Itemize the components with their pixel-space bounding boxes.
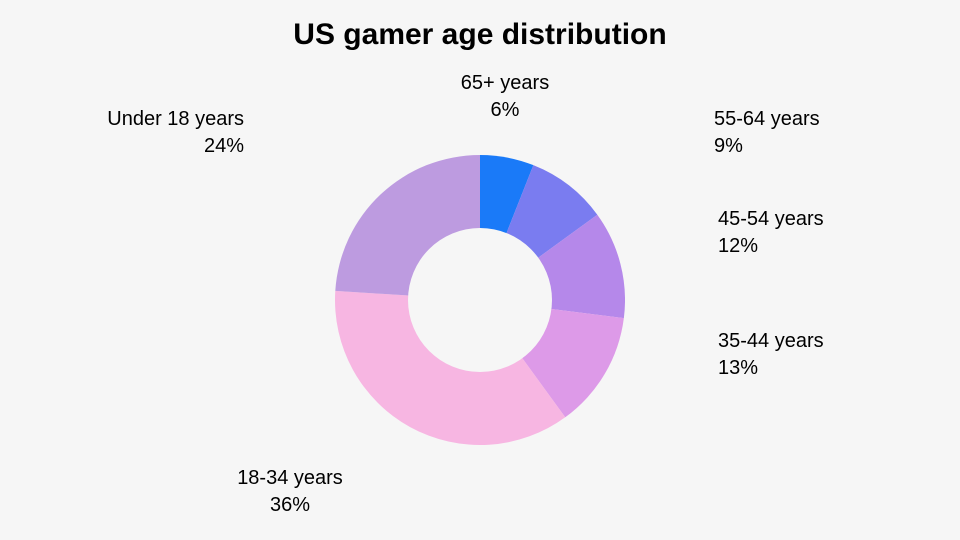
slice-label-0: 65+ years6% — [461, 70, 549, 124]
chart-page: US gamer age distribution 65+ years6% 55-… — [0, 0, 960, 540]
slice-label-1: 55-64 years9% — [714, 106, 820, 160]
slice-label-name: Under 18 years — [0, 106, 244, 133]
slice-label-5: Under 18 years24% — [0, 106, 244, 160]
slice-label-name: 65+ years — [461, 70, 549, 97]
slice-label-percent: 36% — [237, 492, 343, 519]
slice-label-name: 55-64 years — [714, 106, 820, 133]
slice-label-2: 45-54 years12% — [718, 206, 824, 260]
slice-label-name: 45-54 years — [718, 206, 824, 233]
slice-label-name: 35-44 years — [718, 328, 824, 355]
slice-label-3: 35-44 years13% — [718, 328, 824, 382]
slice-label-percent: 13% — [718, 355, 824, 382]
slice-label-percent: 6% — [461, 97, 549, 124]
donut-chart — [335, 155, 625, 445]
donut-svg — [335, 155, 625, 445]
slice-label-4: 18-34 years36% — [237, 465, 343, 519]
donut-hole — [408, 228, 552, 372]
slice-label-name: 18-34 years — [237, 465, 343, 492]
chart-title: US gamer age distribution — [0, 18, 960, 52]
slice-label-percent: 12% — [718, 233, 824, 260]
slice-label-percent: 24% — [0, 133, 244, 160]
slice-label-percent: 9% — [714, 133, 820, 160]
